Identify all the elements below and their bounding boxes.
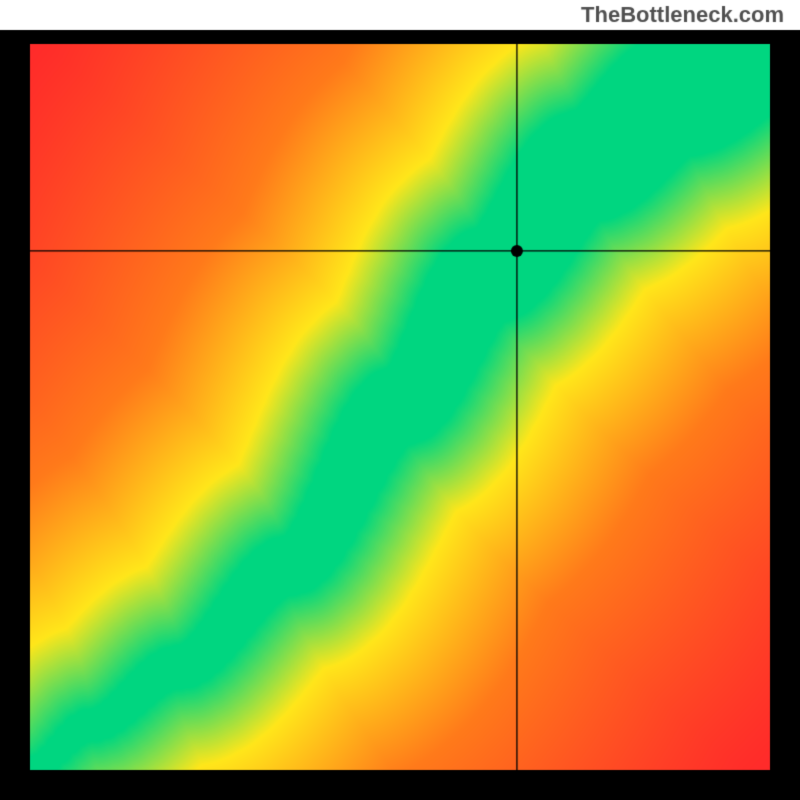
bottleneck-heatmap	[0, 0, 800, 800]
chart-container	[0, 0, 800, 800]
